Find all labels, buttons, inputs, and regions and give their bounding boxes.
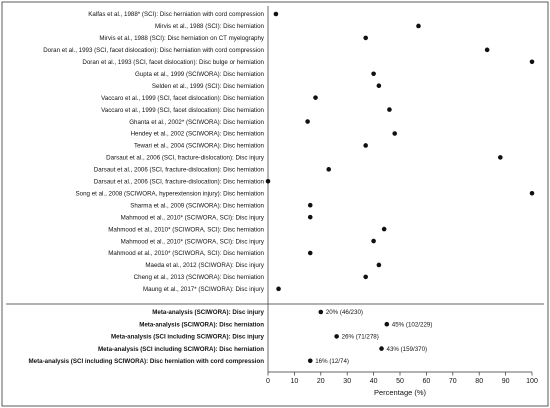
meta-analysis-label: Meta-analysis (SCI including SCIWORA): D… — [98, 346, 264, 353]
study-label: Mirvis et al., 1988 (SCI): Disc herniati… — [99, 35, 265, 42]
study-label: Tewari et al., 2004 (SCIWORA): Disc hern… — [134, 143, 265, 150]
meta-analysis-point — [307, 358, 313, 364]
study-label: Hendey et al., 2002 (SCIWORA): Disc hern… — [131, 131, 265, 138]
study-point — [381, 226, 387, 232]
study-point — [363, 274, 368, 280]
study-point — [416, 23, 421, 29]
study-point — [363, 143, 368, 148]
study-point — [307, 214, 313, 220]
study-point — [392, 131, 398, 136]
study-point — [307, 202, 313, 208]
study-label: Doran et al., 1993 (SCI, facet dislocati… — [43, 47, 264, 54]
study-point — [529, 59, 535, 65]
x-tick-label: 60 — [423, 378, 431, 385]
study-label: Song et al., 2008 (SCIWORA, hyperextensi… — [76, 190, 265, 197]
meta-analysis-label: Meta-analysis (SCI including SCIWORA): D… — [29, 358, 265, 365]
x-tick-label: 80 — [475, 378, 483, 385]
study-label: Darsaut et al., 2006 (SCI, fracture-disl… — [94, 167, 265, 174]
study-label: Selden et al., 1999 (SCI): Disc herniati… — [152, 83, 265, 90]
study-label: Darsaut et al., 2006 (SCI, fracture-disl… — [94, 179, 265, 186]
meta-analysis-value: 26% (71/278) — [342, 334, 379, 341]
study-point — [273, 11, 279, 17]
study-point — [305, 119, 310, 124]
x-tick-label: 30 — [343, 378, 351, 385]
study-label: Maung et al., 2017* (SCIWORA): Disc inju… — [143, 286, 265, 293]
x-tick-label: 100 — [526, 378, 538, 385]
study-point — [313, 95, 318, 100]
meta-analysis-value: 16% (12/74) — [315, 358, 349, 365]
study-point — [371, 238, 376, 244]
study-point — [363, 35, 368, 41]
study-label: Mahmood et al., 2010* (SCIWORA, SCI): Di… — [108, 226, 264, 233]
study-label: Sharma et al., 2009 (SCIWORA): Disc hern… — [130, 202, 264, 209]
x-tick-label: 0 — [266, 378, 270, 385]
study-point — [307, 250, 313, 256]
x-tick-label: 40 — [370, 378, 378, 385]
study-label: Kalfas et al., 1988* (SCI): Disc herniat… — [88, 11, 264, 18]
study-point — [276, 286, 281, 292]
study-label: Mahmood et al., 2010* (SCIWORA, SCI): Di… — [121, 238, 265, 245]
study-label: Gupta et al., 1999 (SCIWORA): Disc herni… — [135, 71, 265, 78]
study-label: Vaccaro et al., 1999 (SCI, facet disloca… — [101, 107, 264, 114]
meta-analysis-value: 43% (159/370) — [387, 346, 428, 353]
x-axis-title: Percentage (%) — [374, 388, 427, 397]
meta-analysis-label: Meta-analysis (SCIWORA): Disc herniation — [139, 321, 264, 328]
study-label: Mirvis et al., 1988 (SCI): Disc herniati… — [155, 23, 265, 30]
study-point — [376, 83, 382, 88]
study-point — [484, 47, 490, 53]
x-tick-label: 90 — [502, 378, 510, 385]
study-label: Maeda et al., 2012 (SCIWORA): Disc injur… — [145, 262, 265, 269]
x-tick-label: 10 — [291, 378, 299, 385]
study-label: Vaccaro et al., 1999 (SCI, facet disloca… — [101, 95, 264, 102]
meta-analysis-label: Meta-analysis (SCI including SCIWORA): D… — [111, 334, 265, 341]
study-point — [529, 190, 535, 196]
meta-analysis-point — [318, 309, 324, 315]
meta-analysis-label: Meta-analysis (SCIWORA): Disc injury — [152, 309, 264, 316]
meta-analysis-point — [384, 321, 390, 327]
study-point — [376, 262, 382, 268]
study-point — [387, 107, 392, 112]
study-point — [326, 167, 332, 172]
meta-analysis-value: 20% (46/230) — [326, 309, 363, 316]
study-label: Cheng et al., 2013 (SCIWORA): Disc herni… — [134, 274, 265, 281]
meta-analysis-point — [334, 334, 339, 339]
study-point — [265, 179, 271, 184]
study-label: Mahmood et al., 2010* (SCIWORA, SCI): Di… — [108, 250, 264, 257]
study-label: Mahmood et al., 2010* (SCIWORA, SCI): Di… — [121, 214, 265, 221]
study-label: Darsaut et al., 2006 (SCI, fracture-disl… — [106, 155, 265, 162]
study-label: Doran et al., 1993 (SCI, facet dislocati… — [82, 59, 264, 66]
x-tick-label: 70 — [449, 378, 457, 385]
study-point — [498, 155, 503, 160]
study-point — [371, 71, 376, 77]
x-tick-label: 20 — [317, 378, 325, 385]
x-tick-label: 50 — [396, 378, 404, 385]
meta-analysis-value: 45% (102/229) — [392, 321, 433, 328]
study-label: Ghanta et al., 2002* (SCIWORA): Disc her… — [129, 119, 264, 126]
meta-analysis-point — [379, 346, 384, 351]
